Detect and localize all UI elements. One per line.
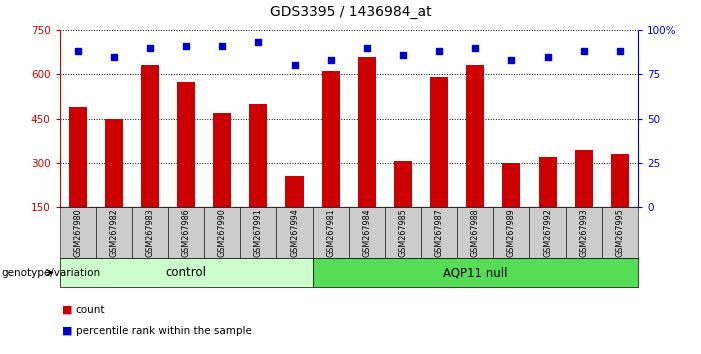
Bar (213, 113, 231, 207)
Point (72, 48, 83, 54)
Text: GSM267995: GSM267995 (615, 208, 625, 257)
Bar (430, 77, 448, 207)
Text: GSM267989: GSM267989 (507, 209, 516, 257)
Point (542, 54, 553, 59)
Text: genotype/variation: genotype/variation (1, 268, 100, 278)
Text: GSM267992: GSM267992 (543, 208, 552, 257)
Text: GSM267987: GSM267987 (435, 209, 444, 257)
Point (470, 45, 481, 51)
Bar (285, 176, 304, 207)
Point (108, 54, 119, 59)
Text: GSM267990: GSM267990 (218, 209, 226, 257)
Bar (141, 65, 159, 207)
Point (289, 63, 300, 68)
Bar (538, 157, 557, 207)
Bar (466, 65, 484, 207)
Text: GSM267984: GSM267984 (362, 209, 372, 257)
Point (433, 48, 444, 54)
Text: GSM267991: GSM267991 (254, 209, 263, 257)
Bar (575, 149, 593, 207)
Bar (322, 72, 340, 207)
Bar (611, 154, 629, 207)
Point (578, 48, 590, 54)
Text: ■: ■ (62, 305, 72, 315)
Bar (177, 82, 195, 207)
Bar (104, 119, 123, 207)
Bar (250, 104, 267, 207)
Text: GSM267986: GSM267986 (182, 209, 191, 257)
Text: count: count (76, 305, 105, 315)
Text: percentile rank within the sample: percentile rank within the sample (76, 326, 252, 336)
Bar (69, 107, 87, 207)
Point (144, 45, 156, 51)
Text: GSM267982: GSM267982 (109, 209, 118, 257)
Point (217, 43, 228, 49)
Text: GSM267988: GSM267988 (471, 209, 479, 257)
Bar (394, 161, 412, 207)
Text: GSM267994: GSM267994 (290, 209, 299, 257)
Text: control: control (165, 266, 207, 279)
Point (180, 43, 191, 49)
Text: ■: ■ (62, 326, 72, 336)
Point (361, 45, 372, 51)
Text: GSM267993: GSM267993 (579, 209, 588, 257)
Bar (358, 57, 376, 207)
Text: GDS3395 / 1436984_at: GDS3395 / 1436984_at (270, 5, 431, 19)
Point (506, 57, 517, 63)
Point (614, 48, 625, 54)
Text: GSM267981: GSM267981 (326, 209, 335, 257)
Point (253, 40, 264, 45)
Point (325, 57, 336, 63)
Text: GSM267983: GSM267983 (145, 209, 154, 257)
Text: GSM267985: GSM267985 (398, 209, 407, 257)
Bar (503, 164, 520, 207)
Text: AQP11 null: AQP11 null (443, 266, 508, 279)
Text: GSM267980: GSM267980 (73, 209, 82, 257)
Point (397, 52, 409, 58)
